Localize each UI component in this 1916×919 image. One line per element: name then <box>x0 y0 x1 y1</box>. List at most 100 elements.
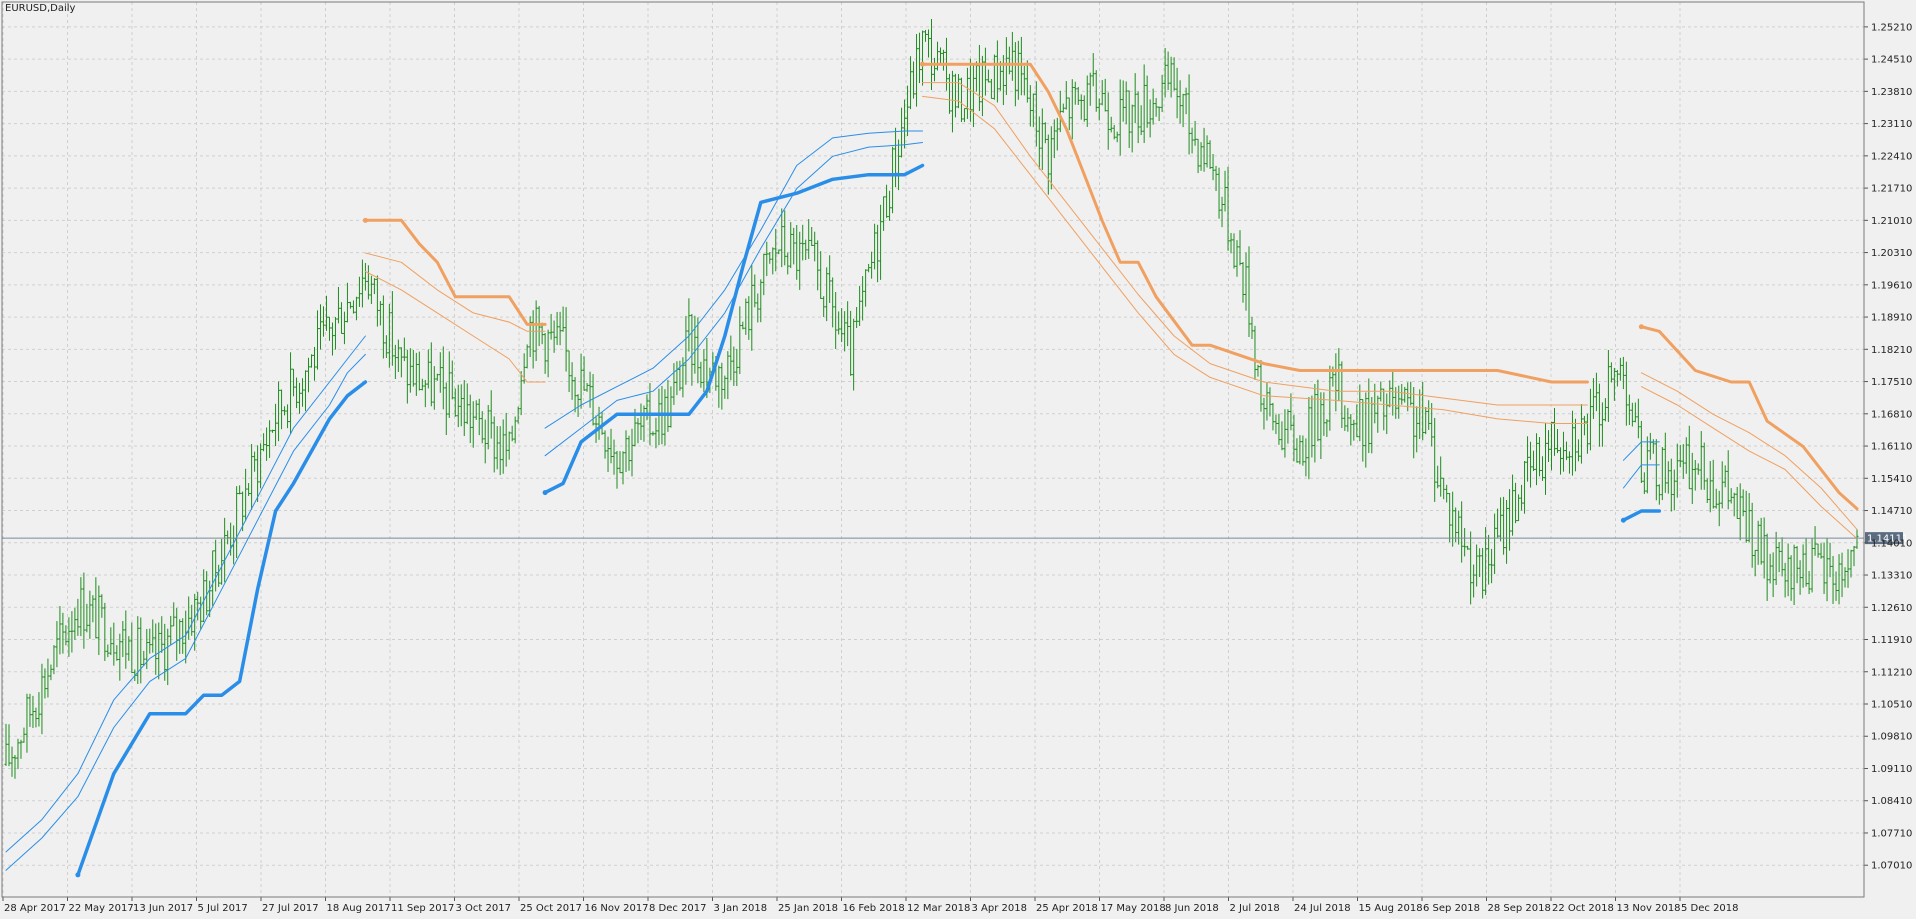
price-bar <box>483 419 487 464</box>
price-bar <box>504 412 508 467</box>
price-bar <box>1606 350 1610 423</box>
price-bar <box>1118 79 1122 156</box>
price-bar <box>570 362 574 400</box>
x-tick-label: 24 Jul 2018 <box>1294 903 1351 914</box>
price-bar <box>1115 131 1119 143</box>
price-bar <box>1277 413 1281 445</box>
price-bar <box>148 628 152 654</box>
upper-band-inner <box>922 95 1588 424</box>
price-bar <box>1274 414 1278 435</box>
price-bar <box>1412 387 1416 459</box>
price-bar <box>43 668 47 699</box>
price-bar <box>1693 460 1697 491</box>
price-bar <box>1028 85 1032 127</box>
price-bar <box>1238 230 1242 266</box>
price-bar <box>247 483 251 496</box>
price-bar <box>780 208 784 268</box>
price-bar <box>1630 402 1634 427</box>
price-bar <box>49 664 53 681</box>
price-bar <box>426 349 430 389</box>
chart-grid <box>2 2 1864 897</box>
price-bar <box>992 54 996 100</box>
price-bar <box>678 360 682 391</box>
price-bar <box>1226 166 1230 251</box>
price-bar <box>1493 513 1497 575</box>
price-bar <box>561 306 565 332</box>
price-bar <box>432 366 436 410</box>
price-bar <box>657 388 661 446</box>
price-bar <box>819 251 823 299</box>
x-tick-label: 25 Apr 2018 <box>1036 903 1098 914</box>
price-bar <box>1660 447 1664 501</box>
price-bar <box>268 420 272 458</box>
price-bar <box>393 344 397 379</box>
price-bar <box>1154 98 1158 117</box>
price-bar <box>1570 410 1574 476</box>
price-bar <box>1789 555 1793 601</box>
price-bar <box>1229 232 1233 254</box>
price-bar <box>1591 378 1595 419</box>
price-bar <box>1780 537 1784 577</box>
price-bar <box>1388 380 1392 408</box>
price-bar <box>1286 409 1290 444</box>
price-bar <box>1235 240 1239 277</box>
price-bar <box>25 693 29 753</box>
price-bar <box>1136 91 1140 144</box>
price-bar <box>1723 465 1727 488</box>
price-bar <box>1669 458 1673 512</box>
price-bar <box>795 225 799 280</box>
y-tick-label: 1.16110 <box>1871 442 1912 453</box>
price-bar <box>540 322 544 345</box>
price-bar <box>19 739 23 759</box>
price-bar <box>1672 469 1676 511</box>
price-bar <box>1088 72 1092 106</box>
price-bar <box>1130 104 1134 153</box>
price-bar <box>654 417 658 449</box>
price-bar <box>1109 116 1113 133</box>
price-bar <box>31 695 35 729</box>
price-bar <box>423 379 427 408</box>
price-bar <box>375 275 379 327</box>
price-bar <box>768 251 772 264</box>
price-bar <box>1511 474 1515 536</box>
price-bar <box>786 252 790 275</box>
price-bar <box>1642 472 1646 495</box>
price-bar <box>1744 490 1748 543</box>
price-bar <box>1708 461 1712 513</box>
price-bar <box>918 32 922 84</box>
price-bar <box>369 275 373 305</box>
price-bar <box>205 571 209 616</box>
y-tick-label: 1.07710 <box>1871 828 1912 839</box>
price-bar <box>1133 73 1137 124</box>
price-bar <box>1765 533 1769 601</box>
price-bar <box>603 430 607 459</box>
price-bar <box>1735 486 1739 519</box>
price-bar <box>609 428 613 464</box>
price-bar <box>1316 379 1320 442</box>
price-bar <box>357 276 361 307</box>
price-bar <box>360 259 364 308</box>
price-bar <box>1753 549 1757 577</box>
price-bar <box>1813 526 1817 556</box>
price-bar <box>366 265 370 300</box>
price-bar <box>1100 80 1104 106</box>
price-bar <box>699 361 703 388</box>
price-bar <box>384 335 388 358</box>
price-bar <box>4 723 8 766</box>
price-bar <box>1193 120 1197 146</box>
upper-band-outer-start-dot <box>920 61 926 67</box>
price-bar <box>1397 385 1401 419</box>
price-bar <box>202 569 206 623</box>
price-bar <box>1067 97 1071 131</box>
upper-band-outer <box>921 62 1589 384</box>
price-bar <box>1451 491 1455 547</box>
price-bar <box>813 231 817 262</box>
y-tick-label: 1.11910 <box>1871 635 1912 646</box>
x-tick-label: 2 Jul 2018 <box>1230 903 1280 914</box>
price-bar <box>1061 103 1065 113</box>
y-tick-label: 1.19610 <box>1871 280 1912 291</box>
price-bar <box>744 298 748 335</box>
price-bar <box>1561 431 1565 472</box>
price-bar <box>1783 562 1787 598</box>
